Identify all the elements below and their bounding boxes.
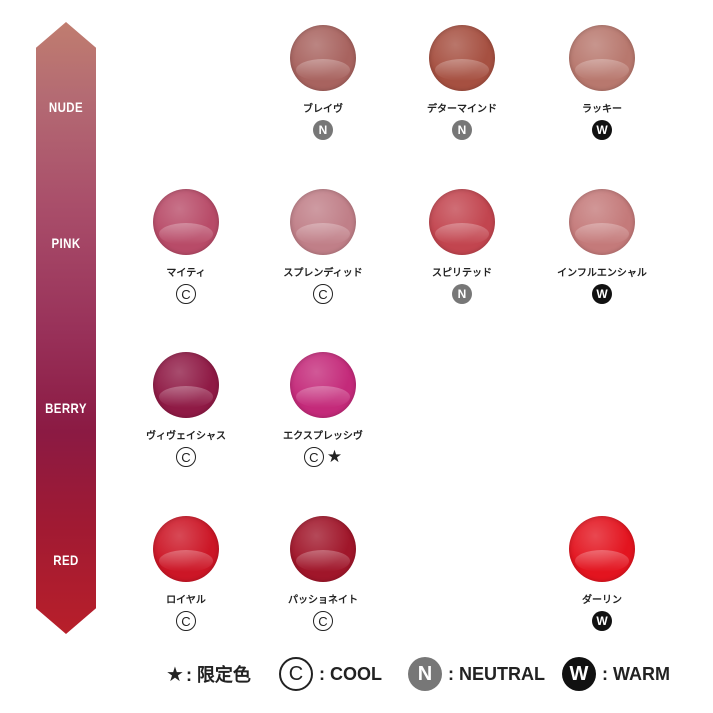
neutral-badge-icon: N: [452, 120, 472, 140]
lipstick-swatch: [153, 189, 219, 255]
legend-cool: C : COOL: [279, 654, 382, 694]
tone-badges: N: [392, 119, 532, 141]
legend-warm-text: : WARM: [602, 663, 670, 684]
tone-badges: C: [253, 610, 393, 632]
warm-badge-icon: W: [562, 657, 596, 691]
shade-name: ブレイヴ: [303, 104, 343, 115]
star-icon: ★: [166, 662, 184, 686]
tone-badges: C ★: [253, 446, 393, 468]
legend-neutral-text: : NEUTRAL: [448, 663, 545, 684]
warm-badge-icon: W: [592, 120, 612, 140]
legend-neutral: N : NEUTRAL: [408, 654, 545, 694]
lipstick-swatch: [290, 516, 356, 582]
star-icon: ★: [326, 447, 343, 467]
lipstick-swatch: [429, 189, 495, 255]
band-label-nude: NUDE: [48, 99, 84, 115]
neutral-badge-icon: N: [408, 657, 442, 691]
legend-limited-text: : 限定色: [185, 665, 251, 685]
lipstick-swatch: [290, 189, 356, 255]
shade-name: ロイヤル: [166, 595, 206, 606]
legend: ★ : 限定色 C : COOL N : NEUTRAL W : WARM: [0, 654, 713, 694]
tone-badges: N: [392, 283, 532, 305]
cool-badge-icon: C: [176, 611, 196, 631]
tone-badges: N: [253, 119, 393, 141]
tone-badges: C: [253, 283, 393, 305]
shade-name: デターマインド: [427, 104, 497, 115]
shade-name: ダーリン: [582, 595, 622, 606]
neutral-badge-icon: N: [313, 120, 333, 140]
band-label-pink: PINK: [51, 235, 81, 251]
cool-badge-icon: C: [313, 611, 333, 631]
lipstick-swatch: [569, 25, 635, 91]
tone-badges: C: [116, 610, 256, 632]
legend-warm: W : WARM: [562, 654, 670, 694]
shade-name: マイティ: [166, 268, 206, 279]
shade-name: ヴィヴェイシャス: [146, 431, 226, 442]
band-label-berry: BERRY: [45, 400, 87, 416]
shade-name: エクスプレッシヴ: [283, 431, 363, 442]
lipstick-swatch: [569, 516, 635, 582]
tone-badges: C: [116, 283, 256, 305]
tone-badges: W: [532, 610, 672, 632]
shade-name: インフルエンシャル: [557, 268, 647, 279]
shade-name: パッショネイト: [288, 595, 358, 606]
cool-badge-icon: C: [176, 284, 196, 304]
neutral-badge-icon: N: [452, 284, 472, 304]
tone-badges: W: [532, 119, 672, 141]
cool-badge-icon: C: [279, 657, 313, 691]
lipstick-swatch: [153, 516, 219, 582]
warm-badge-icon: W: [592, 611, 612, 631]
lipstick-swatch: [153, 352, 219, 418]
tone-badges: C: [116, 446, 256, 468]
shade-name: スピリテッド: [432, 268, 492, 279]
lipstick-swatch: [569, 189, 635, 255]
lipstick-swatch: [429, 25, 495, 91]
shade-name: スプレンディッド: [283, 268, 363, 279]
lipstick-swatch: [290, 352, 356, 418]
band-label-red: RED: [53, 552, 79, 568]
lipstick-swatch: [290, 25, 356, 91]
cool-badge-icon: C: [176, 447, 196, 467]
shade-family-arrow-bar: NUDE PINK BERRY RED: [36, 22, 96, 634]
legend-limited: ★ : 限定色: [166, 654, 251, 694]
legend-cool-text: : COOL: [319, 663, 382, 684]
cool-badge-icon: C: [313, 284, 333, 304]
warm-badge-icon: W: [592, 284, 612, 304]
tone-badges: W: [532, 283, 672, 305]
cool-badge-icon: C: [303, 447, 324, 467]
shade-name: ラッキー: [582, 104, 622, 115]
